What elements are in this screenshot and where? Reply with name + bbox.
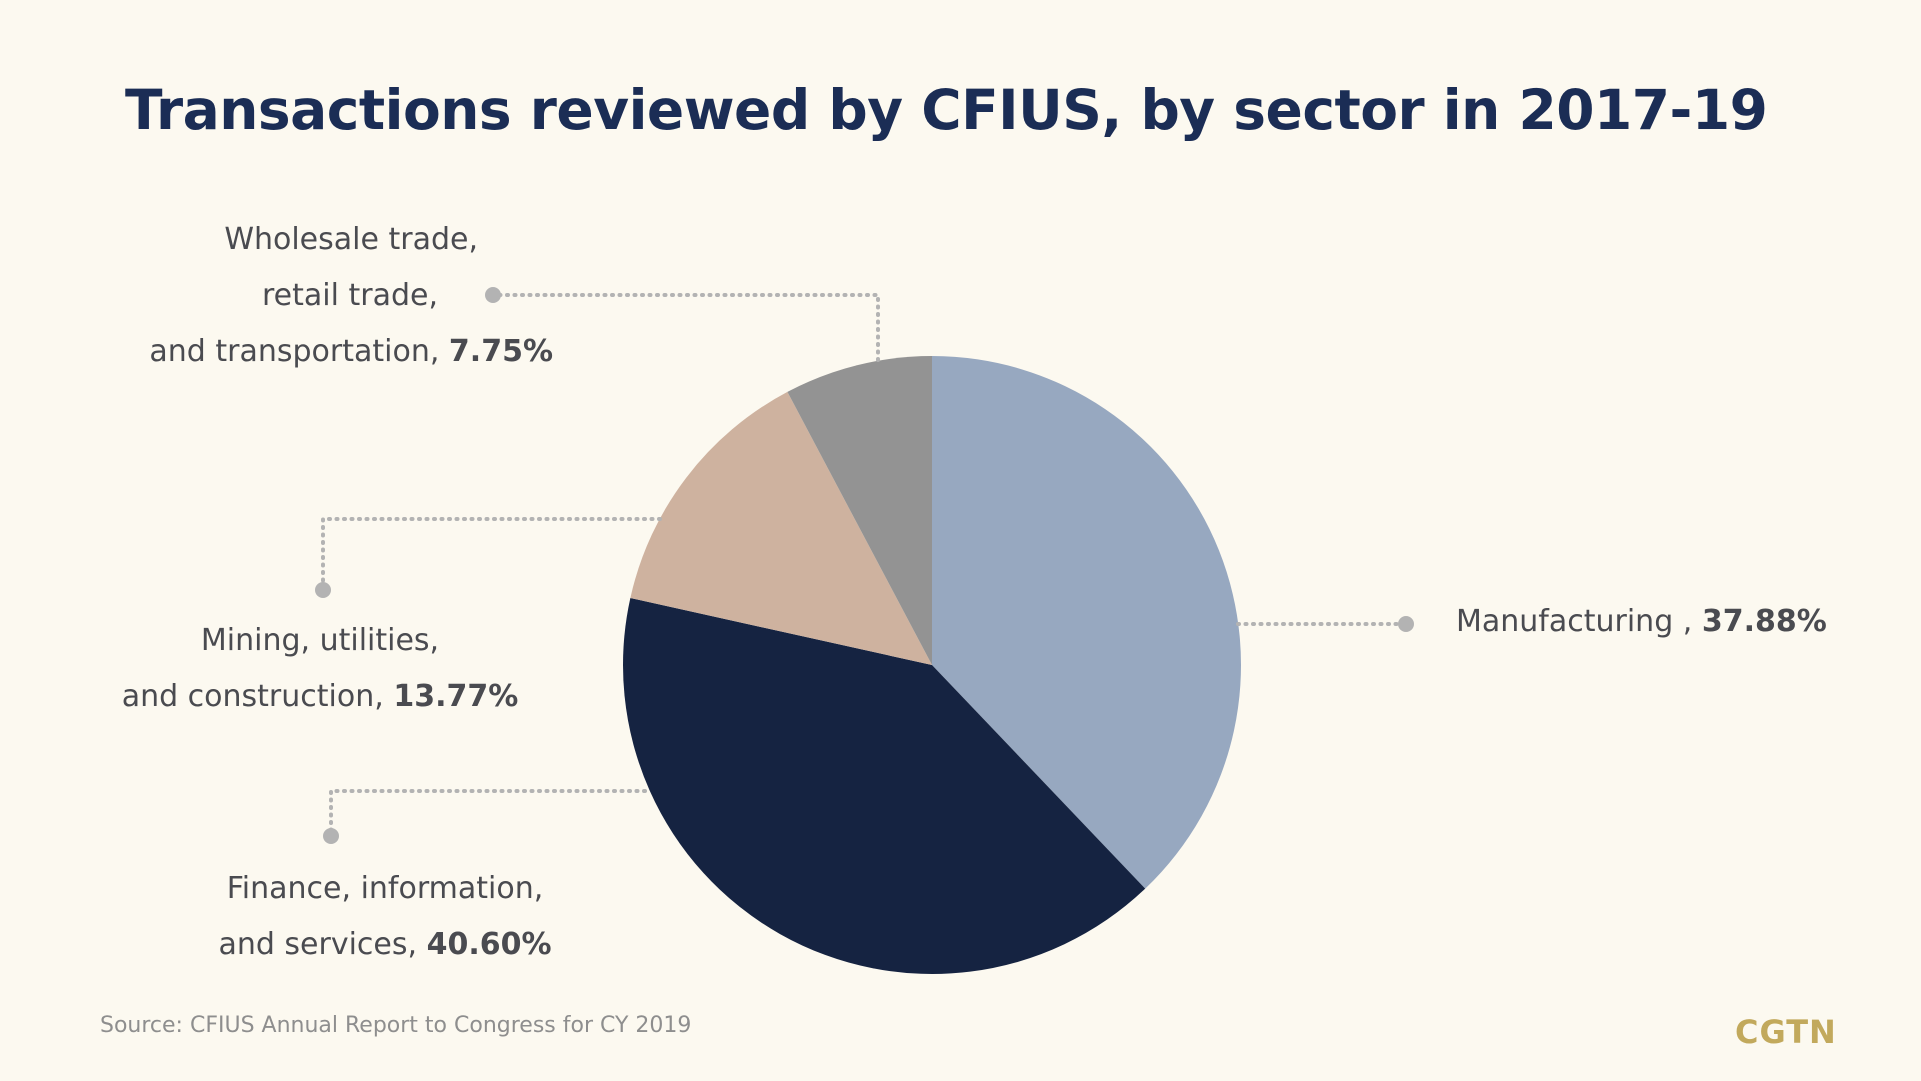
leader-line-wholesale — [493, 293, 880, 362]
label-finance-line2: and services, — [218, 927, 418, 962]
label-mining-line1: Mining, utilities, — [200, 623, 440, 658]
leader-dot-mining — [315, 582, 331, 598]
label-wholesale-line2: retail trade, — [261, 278, 438, 313]
label-wholesale-line3: and transportation, — [149, 334, 440, 369]
cgtn-logo: CGTN — [1735, 1013, 1837, 1051]
pie-slice-manufacturing — [932, 355, 1241, 889]
pie-slice-mining — [630, 391, 932, 665]
label-mining: Mining, utilities, and construction, 13.… — [100, 613, 540, 725]
label-finance: Finance, information, and services, 40.6… — [165, 861, 605, 973]
label-wholesale-line1: Wholesale trade, — [224, 222, 478, 257]
value-wholesale: 7.75% — [448, 334, 553, 369]
value-manufacturing: 37.88% — [1701, 604, 1827, 639]
pie-slice-finance — [623, 597, 1146, 975]
label-manufacturing-line1: Manufacturing , — [1456, 604, 1693, 639]
source-note: Source: CFIUS Annual Report to Congress … — [100, 1013, 692, 1038]
leader-line-finance — [329, 789, 647, 834]
pie-slice-wholesale — [787, 356, 932, 665]
label-mining-line2: and construction, — [121, 679, 384, 714]
value-mining: 13.77% — [393, 679, 519, 714]
leader-line-mining — [321, 517, 662, 587]
leader-dot-wholesale — [485, 287, 501, 303]
leader-dot-finance — [323, 828, 339, 844]
value-finance: 40.60% — [426, 927, 552, 962]
leader-dot-manufacturing — [1398, 616, 1414, 632]
label-finance-line1: Finance, information, — [226, 871, 544, 906]
chart-title: Transactions reviewed by CFIUS, by secto… — [125, 78, 1768, 142]
label-manufacturing: Manufacturing , 37.88% — [1456, 594, 1827, 650]
label-wholesale: Wholesale trade, retail trade, and trans… — [149, 212, 553, 380]
